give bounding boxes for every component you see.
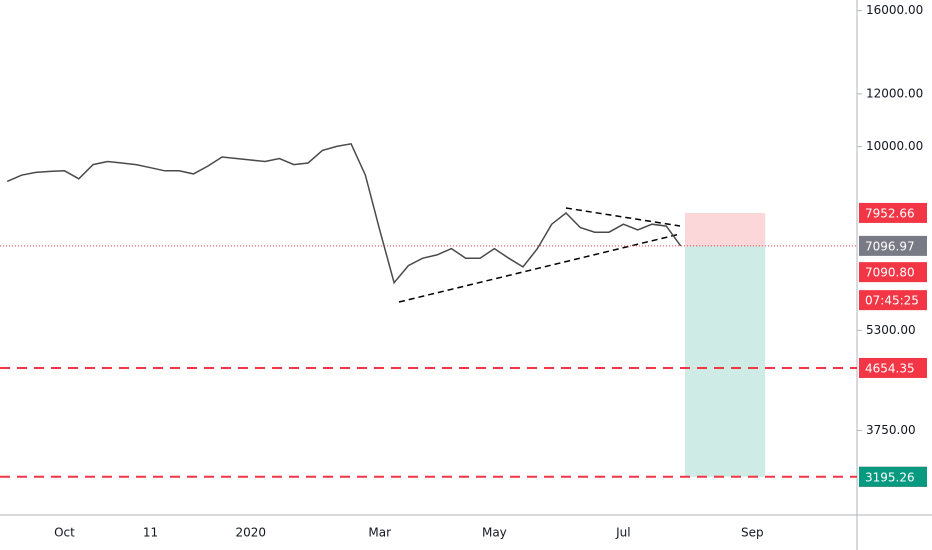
price-tag-label: 07:45:25 [865,294,919,308]
stop-zone [684,212,766,247]
price-tag [859,466,927,487]
y-tick-label: 10000.00 [866,139,923,153]
x-tick-label: Jul [615,526,630,540]
price-tag-label: 7952.66 [865,206,915,220]
x-tick-label: Oct [54,526,75,540]
price-tag [859,262,927,283]
x-tick-label: 2020 [236,526,267,540]
x-tick-label: Sep [741,526,764,540]
price-tag [859,235,927,256]
x-tick-label: May [482,526,507,540]
trendline-support [398,233,681,303]
y-tick-label: 5300.00 [866,323,916,337]
price-tag-label: 7096.97 [865,239,915,253]
price-tag-label: 7090.80 [865,266,915,280]
x-tick-label: 11 [143,526,158,540]
price-tag [859,290,927,311]
price-tag-label: 4654.35 [865,361,915,375]
price-tag-label: 3195.26 [865,470,915,484]
price-tag [859,202,927,223]
y-tick-label: 16000.00 [866,3,923,17]
price-tag [859,357,927,378]
target-zone [684,246,766,477]
price-line [6,142,682,285]
x-tick-label: Mar [368,526,391,540]
y-tick-label: 12000.00 [866,86,923,100]
y-tick-label: 3750.00 [866,423,916,437]
